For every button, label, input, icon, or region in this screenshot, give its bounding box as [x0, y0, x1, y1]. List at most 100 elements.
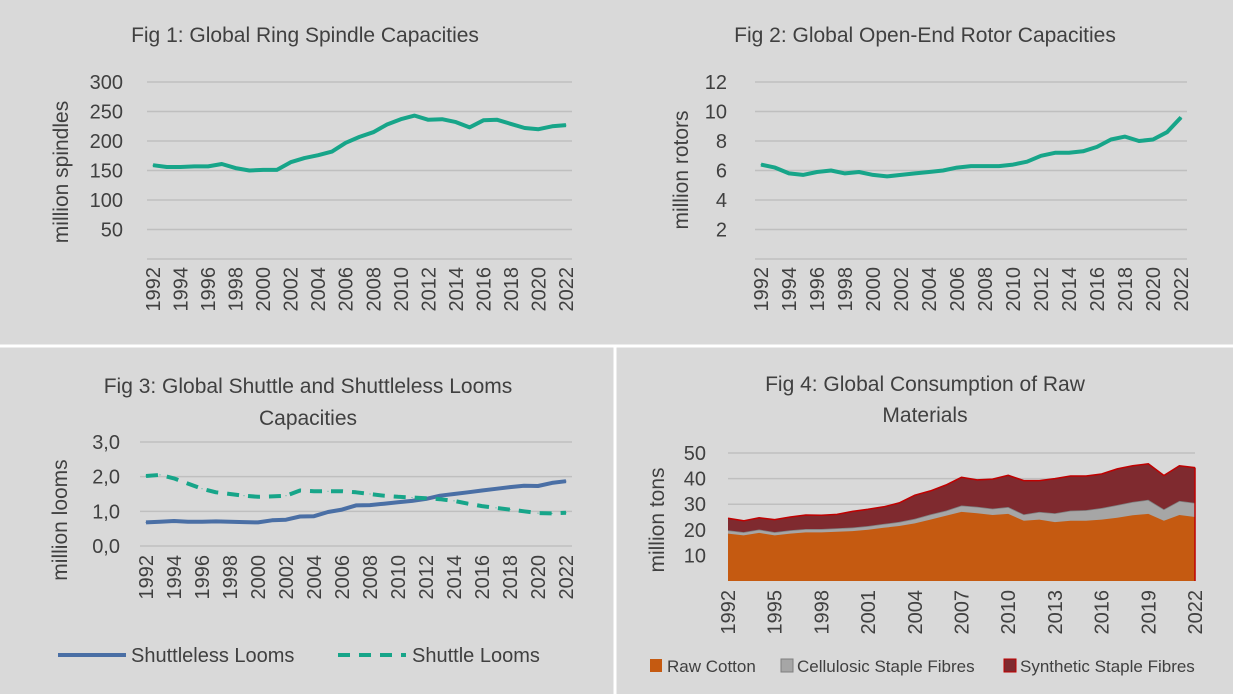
data-point: [327, 511, 329, 513]
data-point: [1082, 150, 1084, 152]
data-point: [341, 509, 343, 511]
x-tick-label: 1992: [718, 590, 740, 635]
data-point: [411, 500, 413, 502]
data-point: [467, 491, 469, 493]
data-point: [439, 495, 441, 497]
area-cellulosic-staple-fibres: [728, 499, 1195, 536]
y-tick-label: 2: [716, 220, 727, 242]
data-point: [372, 131, 374, 133]
data-point: [221, 163, 223, 165]
data-point: [970, 165, 972, 167]
data-point: [257, 496, 259, 498]
y-tick-label: 6: [716, 161, 727, 183]
x-tick-label: 2018: [1115, 267, 1137, 312]
legend-label-shuttleless: Shuttleless Looms: [131, 645, 294, 667]
data-point: [510, 123, 512, 125]
x-tick-label: 2016: [472, 555, 494, 600]
data-point: [271, 495, 273, 497]
x-tick-label: 2004: [308, 267, 330, 312]
data-point: [441, 118, 443, 120]
data-point: [482, 119, 484, 121]
x-tick-label: 2019: [1138, 590, 1160, 635]
fig3-plot: 0,0 1,0 2,0 3,0 1992 1994 1996 1998 2000 2002 2004…: [92, 432, 578, 600]
x-tick-label: 1998: [811, 590, 833, 635]
data-point: [331, 151, 333, 153]
fig3-y-axis-label: million looms: [49, 459, 72, 580]
data-point: [858, 171, 860, 173]
data-point: [145, 475, 147, 477]
data-point: [900, 174, 902, 176]
x-tick-label: 2010: [388, 555, 410, 600]
y-tick-label: 300: [90, 72, 123, 94]
data-point: [425, 497, 427, 499]
data-point: [299, 490, 301, 492]
data-point: [400, 118, 402, 120]
data-point: [523, 485, 525, 487]
y-tick-label: 8: [716, 131, 727, 153]
data-point: [1110, 139, 1112, 141]
y-tick-label: 250: [90, 102, 123, 124]
fig2-plot: 2 4 6 8 10 12 1992 1994 1996 1998 2000 2002 2004 2006…: [705, 72, 1193, 312]
data-point: [159, 521, 161, 523]
legend-label-shuttle: Shuttle Looms: [412, 645, 540, 667]
x-tick-label: 2014: [1059, 267, 1081, 312]
x-tick-label: 2012: [416, 555, 438, 600]
data-point: [166, 166, 168, 168]
data-point: [257, 521, 259, 523]
data-point: [774, 167, 776, 169]
x-tick-label: 2020: [528, 267, 550, 312]
data-point: [439, 498, 441, 500]
data-point: [215, 491, 217, 493]
x-tick-label: 1992: [751, 267, 773, 312]
data-point: [509, 509, 511, 511]
x-tick-label: 1996: [807, 267, 829, 312]
data-point: [317, 154, 319, 156]
x-tick-label: 2016: [1092, 590, 1114, 635]
data-point: [145, 521, 147, 523]
x-tick-label: 2013: [1045, 590, 1067, 635]
data-point: [523, 510, 525, 512]
data-point: [481, 505, 483, 507]
x-tick-label: 2008: [360, 555, 382, 600]
legend-swatch-raw-cotton: [650, 659, 662, 672]
data-point: [369, 493, 371, 495]
x-tick-label: 2007: [952, 590, 974, 635]
data-point: [355, 504, 357, 506]
x-tick-label: 2022: [1185, 590, 1207, 635]
fig4-y-axis-label: million tons: [646, 467, 669, 572]
data-point: [243, 521, 245, 523]
x-tick-label: 1996: [198, 267, 220, 312]
data-point: [830, 170, 832, 171]
fig2-title: Fig 2: Global Open-End Rotor Capacities: [734, 24, 1116, 47]
y-tick-label: 20: [684, 520, 706, 542]
y-tick-label: 50: [684, 443, 706, 465]
data-point: [1012, 164, 1014, 166]
data-point: [1152, 139, 1154, 141]
data-point: [187, 483, 189, 485]
data-point: [551, 482, 553, 484]
data-point: [537, 485, 539, 487]
data-point: [1180, 116, 1182, 118]
data-point: [1040, 155, 1042, 157]
x-tick-label: 1992: [136, 555, 158, 600]
data-point: [193, 165, 195, 167]
y-tick-label: 1,0: [92, 501, 120, 523]
x-tick-label: 2012: [418, 267, 440, 312]
data-point: [414, 115, 416, 117]
x-tick-label: 2004: [304, 555, 326, 600]
data-point: [180, 166, 182, 168]
data-point: [397, 496, 399, 498]
fig1-plot: 50 100 150 200 250 300 1992 1994 1996 1998 2000 200…: [90, 72, 578, 312]
data-point: [495, 507, 497, 509]
y-tick-label: 10: [705, 102, 727, 124]
data-point: [1166, 131, 1168, 133]
x-tick-label: 2000: [253, 267, 275, 312]
x-tick-label: 2010: [391, 267, 413, 312]
data-point: [345, 142, 347, 144]
legend-label-synthetic: Synthetic Staple Fibres: [1020, 657, 1195, 676]
data-point: [262, 169, 264, 171]
data-point: [341, 490, 343, 492]
data-point: [565, 512, 567, 514]
y-tick-label: 150: [90, 161, 123, 183]
